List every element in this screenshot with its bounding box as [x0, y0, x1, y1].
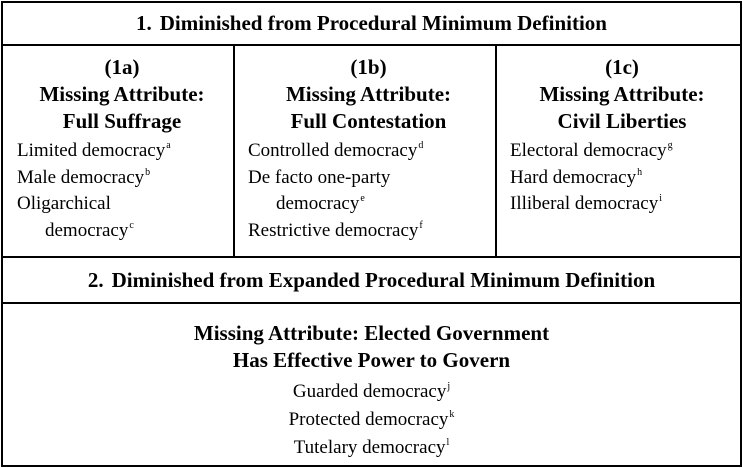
missing-attribute-name: Has Effective Power to Govern — [232, 348, 511, 372]
list-item: Guarded democracyj — [3, 378, 740, 406]
footnote-marker: g — [667, 140, 673, 151]
footnote-marker: l — [446, 437, 450, 448]
footnote-marker: e — [360, 193, 365, 204]
footnote-marker: h — [637, 166, 643, 178]
list-item: De facto one-party — [248, 165, 495, 192]
list-item: Male democracyb — [17, 165, 233, 192]
item-text: Oligarchical — [17, 193, 111, 214]
list-item: Tutelary democracyl — [3, 434, 740, 462]
list-item: Oligarchical — [17, 191, 233, 218]
section2-header: 2. Diminished from Expanded Procedural M… — [3, 258, 740, 304]
section2-body: Missing Attribute: Elected Government Ha… — [3, 304, 740, 462]
item-text: Controlled democracy — [248, 140, 418, 161]
list-item: Controlled democracyd — [248, 138, 495, 165]
item-text: De facto one-party — [248, 166, 391, 188]
subtype-list: Controlled democracyd De facto one-party… — [248, 138, 495, 244]
section2-number: 2. — [87, 267, 104, 292]
subtype-list: Limited democracya Male democracyb Oliga… — [17, 138, 233, 244]
footnote-marker: k — [449, 409, 455, 420]
section1-number: 1. — [136, 11, 152, 35]
missing-attribute-name: Full Suffrage — [62, 109, 182, 133]
item-text: Guarded democracy — [292, 381, 447, 402]
column-label: (1a) — [104, 55, 140, 79]
column-1b: (1b) Missing Attribute: Full Contestatio… — [233, 46, 495, 256]
list-item-continuation: democracyc — [17, 218, 233, 245]
footnote-marker: b — [145, 166, 151, 178]
section2-title: Diminished from Expanded Procedural Mini… — [111, 267, 656, 292]
list-item: Illiberal democracyi — [510, 191, 740, 218]
column-heading: (1a) Missing Attribute: Full Suffrage — [17, 54, 233, 135]
item-text: Restrictive democracy — [248, 219, 419, 241]
subtype-list: Electoral democracyg Hard democracyh Ill… — [510, 138, 740, 218]
missing-attribute-name: Full Contestation — [290, 109, 447, 133]
subtype-columns: (1a) Missing Attribute: Full Suffrage Li… — [3, 46, 740, 258]
missing-attribute-label: Missing Attribute: — [39, 82, 205, 106]
footnote-marker: i — [659, 193, 663, 204]
footnote-marker: f — [419, 219, 423, 231]
missing-attribute-label: Missing Attribute: Elected Government — [193, 321, 550, 345]
list-item: Hard democracyh — [510, 165, 740, 192]
missing-attribute-label: Missing Attribute: — [539, 82, 705, 106]
column-1c: (1c) Missing Attribute: Civil Liberties … — [495, 46, 740, 256]
missing-attribute-label: Missing Attribute: — [285, 82, 452, 106]
list-item-continuation: democracye — [248, 191, 495, 218]
item-text: Tutelary democracy — [293, 437, 446, 458]
section1-title: Diminished from Procedural Minimum Defin… — [159, 11, 607, 35]
item-text: Illiberal democracy — [510, 193, 659, 214]
list-item: Restrictive democracyf — [248, 218, 495, 245]
footnote-marker: d — [418, 140, 424, 151]
subtype-list: Guarded democracyj Protected democracyk … — [3, 378, 740, 462]
item-text: Electoral democracy — [510, 140, 667, 161]
column-1a: (1a) Missing Attribute: Full Suffrage Li… — [3, 46, 233, 256]
list-item: Electoral democracyg — [510, 138, 740, 165]
item-text: democracy — [276, 193, 360, 214]
column-heading: (1b) Missing Attribute: Full Contestatio… — [248, 54, 495, 135]
column-label: (1b) — [350, 55, 387, 79]
list-item: Limited democracya — [17, 138, 233, 165]
item-text: Male democracy — [17, 166, 145, 188]
item-text: Protected democracy — [288, 409, 449, 430]
list-item: Protected democracyk — [3, 406, 740, 434]
item-text: Limited democracy — [17, 140, 166, 161]
item-text: Hard democracy — [510, 166, 637, 188]
item-text: democracy — [45, 219, 129, 241]
footnote-marker: c — [129, 219, 134, 231]
section1-header: 1. Diminished from Procedural Minimum De… — [3, 3, 740, 46]
column-heading: (1c) Missing Attribute: Civil Liberties — [510, 54, 740, 135]
footnote-marker: j — [447, 381, 451, 392]
missing-attribute-name: Civil Liberties — [557, 109, 687, 133]
section2-heading: Missing Attribute: Elected Government Ha… — [3, 320, 740, 374]
column-label: (1c) — [605, 55, 639, 79]
footnote-marker: a — [166, 140, 171, 151]
